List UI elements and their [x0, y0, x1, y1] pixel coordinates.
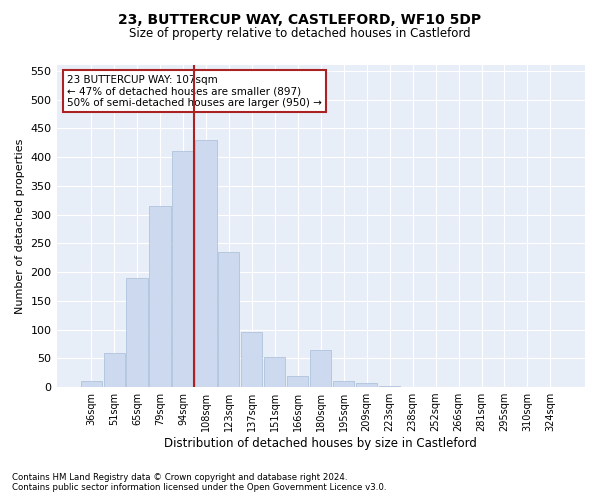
Bar — [471, 386, 492, 387]
Bar — [80, 382, 101, 387]
Bar — [196, 140, 217, 387]
Bar — [425, 386, 446, 387]
Bar — [356, 383, 377, 387]
Text: Contains public sector information licensed under the Open Government Licence v3: Contains public sector information licen… — [12, 484, 386, 492]
Bar — [310, 350, 331, 387]
Bar — [264, 356, 286, 387]
X-axis label: Distribution of detached houses by size in Castleford: Distribution of detached houses by size … — [164, 437, 477, 450]
Bar — [104, 352, 125, 387]
Bar — [149, 206, 170, 387]
Bar — [127, 278, 148, 387]
Bar — [379, 386, 400, 387]
Text: 23, BUTTERCUP WAY, CASTLEFORD, WF10 5DP: 23, BUTTERCUP WAY, CASTLEFORD, WF10 5DP — [118, 12, 482, 26]
Text: Size of property relative to detached houses in Castleford: Size of property relative to detached ho… — [129, 28, 471, 40]
Bar — [540, 386, 561, 387]
Bar — [333, 382, 354, 387]
Bar — [218, 252, 239, 387]
Bar — [241, 332, 262, 387]
Bar — [402, 386, 423, 387]
Bar — [448, 386, 469, 387]
Y-axis label: Number of detached properties: Number of detached properties — [15, 138, 25, 314]
Text: Contains HM Land Registry data © Crown copyright and database right 2024.: Contains HM Land Registry data © Crown c… — [12, 474, 347, 482]
Bar — [172, 152, 194, 387]
Bar — [287, 376, 308, 387]
Text: 23 BUTTERCUP WAY: 107sqm
← 47% of detached houses are smaller (897)
50% of semi-: 23 BUTTERCUP WAY: 107sqm ← 47% of detach… — [67, 74, 322, 108]
